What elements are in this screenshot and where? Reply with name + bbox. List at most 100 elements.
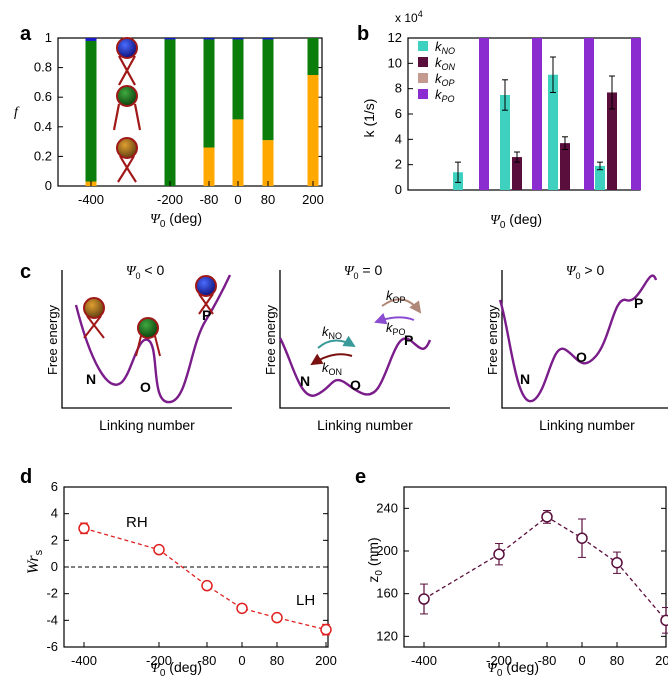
panel-a-bar-N--80 xyxy=(203,147,215,186)
panel-c-state-0-0: N xyxy=(86,371,96,387)
panel-d-writhe-plot: 6 4 2 0 -2 -4 -6 -400 -200 -80 0 80 200 RH LH xyxy=(46,479,336,668)
panel-c-state-1-1: O xyxy=(350,377,361,393)
panel-a-bar-P--200 xyxy=(164,38,176,40)
panel-d-xlabel: Ψ0 (deg) xyxy=(150,659,202,679)
panel-e-point xyxy=(418,593,430,605)
panel-c-rate-ON: kON xyxy=(322,360,342,377)
panel-a-inset-tether xyxy=(118,55,136,86)
panel-c-rate-OP: kOP xyxy=(386,288,406,305)
panel-e-ytick-label: 240 xyxy=(376,500,398,515)
panel-b-bar-kON-3 xyxy=(607,92,617,190)
panel-e-point xyxy=(576,532,588,544)
panel-b-legend-swatch-kNO xyxy=(418,41,428,51)
panel-c-state-0-2: P xyxy=(202,307,211,323)
panel-a-stacked-bar-chart: 0 0.2 0.4 0.6 0.8 1 -400 -200 -80 0 80 200 xyxy=(34,30,324,207)
panel-e-frame xyxy=(403,486,667,648)
panel-a-xtick-label: -80 xyxy=(200,192,219,207)
panel-b-ytick-label: 8 xyxy=(395,81,402,96)
panel-c-title-1: Ψ0 = 0 xyxy=(344,262,383,281)
panel-c-state-2-1: O xyxy=(576,349,587,365)
panel-c-xlabel-0: Linking number xyxy=(99,417,195,433)
panel-a-ytick-label: 0.2 xyxy=(34,148,52,163)
panel-e-xtick-label: 80 xyxy=(610,653,624,668)
panel-d-point xyxy=(78,522,90,535)
panel-d-xtick-label: 0 xyxy=(238,653,245,668)
panel-b-ytick-label: 6 xyxy=(395,106,402,121)
panel-b-ytick-label: 10 xyxy=(388,55,402,70)
panel-d-point xyxy=(201,579,213,592)
panel-b-bar-kPO-0 xyxy=(479,38,489,190)
panel-e-ytick-label: 120 xyxy=(376,628,398,643)
panel-letter-a: a xyxy=(20,23,32,45)
panel-c-axes-0 xyxy=(61,270,232,409)
panel-e-xtick-label: -80 xyxy=(538,653,557,668)
panel-c-state-1-0: N xyxy=(300,373,310,389)
panel-c-state-2-0: N xyxy=(520,371,530,387)
panel-d-point xyxy=(153,543,165,556)
panel-d-ytick-label: -2 xyxy=(46,586,58,601)
panel-c-rate-NO: kNO xyxy=(322,324,342,341)
panel-c-bead-O xyxy=(137,317,159,339)
panel-letter-e: e xyxy=(355,466,366,488)
panel-c-ylabel-1: Free energy xyxy=(263,304,278,375)
panel-b-bar-kPO-1 xyxy=(532,38,542,190)
panel-c-ylabel-0: Free energy xyxy=(45,304,60,375)
panel-b-ytick-label: 0 xyxy=(395,182,402,197)
panel-a-xtick-label: 80 xyxy=(261,192,275,207)
panel-a-bar-O--400 xyxy=(85,40,97,182)
panel-c-bead-P xyxy=(195,275,217,297)
panel-a-inset-tether xyxy=(117,155,137,183)
panel-c-energy-curve-1 xyxy=(278,337,432,397)
panel-a-ytick-label: 1 xyxy=(45,30,52,45)
panel-c-arrow-kON xyxy=(310,353,353,366)
panel-b-ytick-label: 2 xyxy=(395,157,402,172)
panel-a-bar-O-0 xyxy=(232,39,244,120)
panel-d-ytick-label: 2 xyxy=(51,532,58,547)
panel-b-yscale: x 104 xyxy=(395,9,423,25)
panel-a-bar-O--80 xyxy=(203,39,215,148)
panel-d-ytick-label: 6 xyxy=(51,479,58,494)
panel-a-frame xyxy=(57,37,323,187)
panel-c-energy-curve-0 xyxy=(74,274,232,404)
panel-e-xtick-label: -200 xyxy=(486,653,512,668)
panel-b-ytick-label: 12 xyxy=(388,30,402,45)
panel-d-point xyxy=(320,623,332,636)
panel-e-point xyxy=(660,614,668,627)
panel-e-point xyxy=(493,548,505,560)
panel-c-arrow-kNO xyxy=(317,335,356,349)
panel-c-title-0: Ψ0 < 0 xyxy=(126,262,165,281)
panel-b-bar-kON-2 xyxy=(560,143,570,190)
panel-b-bar-kNO-2 xyxy=(548,74,558,190)
panel-c-arrow-kPO xyxy=(374,312,415,325)
panel-a-xtick-label: 0 xyxy=(234,192,241,207)
panel-d-xtick-label: -200 xyxy=(146,653,172,668)
panel-c-state-1-2: P xyxy=(404,332,413,348)
panel-c-xlabel-1: Linking number xyxy=(317,417,413,433)
panel-a-xtick-label: -400 xyxy=(78,192,104,207)
panel-a-ytick-label: 0.4 xyxy=(34,119,52,134)
panel-b-bar-kPO-2 xyxy=(584,38,594,190)
panel-a-inset-bead-0 xyxy=(116,37,138,59)
panel-b-legend-label-kON: kON xyxy=(435,55,456,72)
panel-a-xtick-label: 200 xyxy=(302,192,324,207)
panel-e-xtick-label: 200 xyxy=(655,653,668,668)
panel-a-ytick-label: 0 xyxy=(45,178,52,193)
panel-b-ylabel: k (1/s) xyxy=(361,99,377,138)
panel-c-rate-PO: kPO xyxy=(386,320,406,337)
panel-a-bar-P-0 xyxy=(232,38,244,40)
panel-a-ytick-label: 0.8 xyxy=(34,60,52,75)
panel-d-point xyxy=(236,602,248,615)
panel-b-ytick-label: 4 xyxy=(395,131,402,146)
panel-b-bar-kNO-3 xyxy=(595,165,605,190)
panel-e-point xyxy=(611,556,623,569)
panel-d-point xyxy=(271,611,283,624)
panel-c-state-2-2: P xyxy=(634,295,643,311)
panel-b-frame xyxy=(407,37,641,191)
panel-a-bar-N-200 xyxy=(307,75,319,186)
panel-c-title-2: Ψ0 > 0 xyxy=(566,262,605,281)
panel-a-inset-bead-2 xyxy=(116,137,138,159)
panel-e-series-line xyxy=(423,516,667,621)
panel-d-ytick-label: -4 xyxy=(46,612,58,627)
